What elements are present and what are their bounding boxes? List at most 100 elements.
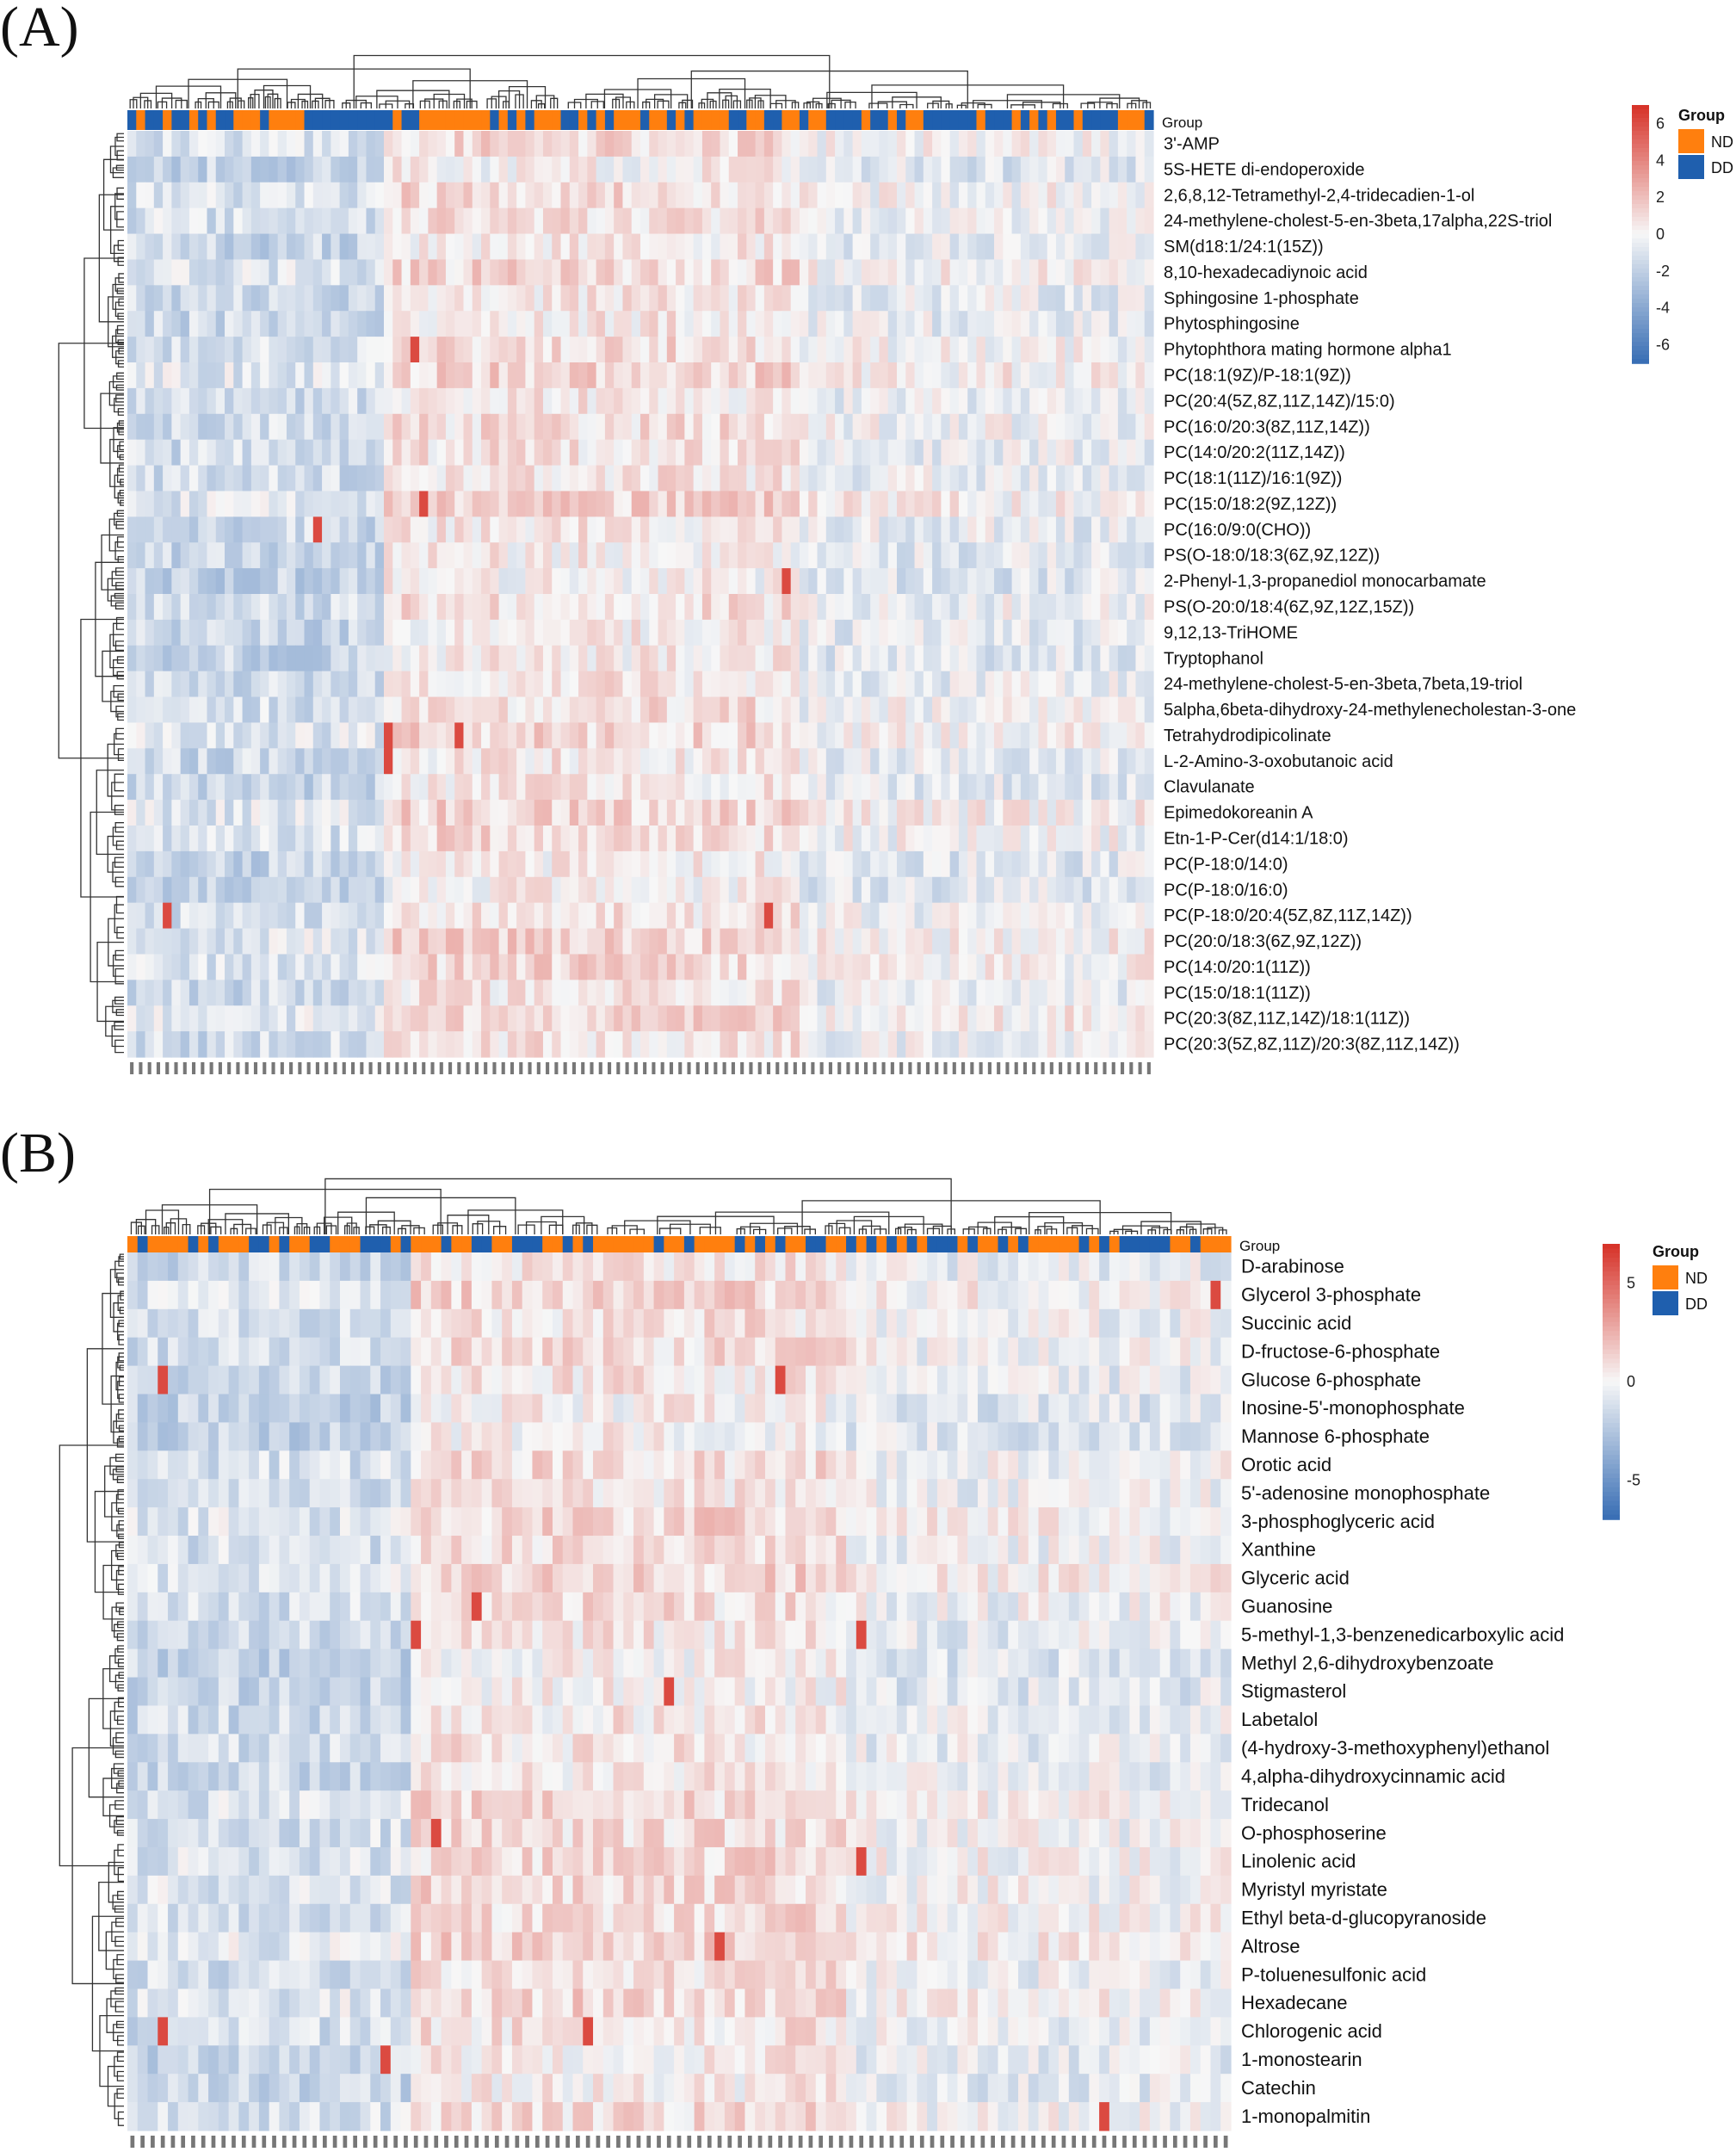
heatmap-cell [728,465,738,492]
heatmap-cell [649,311,659,337]
heatmap-cell [835,1031,844,1058]
heatmap-cell [481,285,491,312]
heatmap-cell [1091,619,1101,646]
heatmap-cell [967,413,978,441]
heatmap-cell [295,439,306,467]
heatmap-cell [339,156,349,183]
heatmap-cell [755,671,765,698]
heatmap-cell [666,594,676,621]
heatmap-cell [401,439,411,467]
heatmap-cell [490,542,500,569]
heatmap-cell [799,1005,809,1032]
heatmap-cell [790,800,800,826]
heatmap-cell [153,285,164,312]
heatmap-cell [967,1005,978,1032]
heatmap-cell [428,619,438,646]
heatmap-cell [976,722,986,749]
heatmap-cell [701,387,712,415]
heatmap-cell [392,928,403,955]
group-cell [436,110,447,130]
heatmap-cell [808,645,819,672]
heatmap-cell [312,311,323,337]
row-label: PC(18:1(11Z)/16:1(9Z)) [1164,469,1342,488]
heatmap-cell [215,156,225,183]
heatmap-cell [560,285,571,312]
heatmap-cell [242,516,252,543]
heatmap-cell [728,748,738,775]
heatmap-cell [799,902,809,930]
heatmap-cell [260,568,270,595]
colorbar-step [1632,312,1649,317]
heatmap-cell [269,980,279,1006]
heatmap-cell [1029,594,1040,621]
heatmap-cell [428,233,438,261]
heatmap-cell [1038,387,1048,415]
heatmap-cell [145,954,155,980]
heatmap-cell [1020,337,1030,363]
heatmap-cell [348,311,358,337]
heatmap-cell [304,131,314,158]
heatmap-cell [958,387,968,415]
heatmap-cell [525,491,535,517]
heatmap-cell [552,516,562,543]
heatmap-cell [516,876,527,904]
heatmap-cell [1073,800,1084,826]
heatmap-cell [693,671,703,698]
heatmap-cell [799,980,809,1006]
heatmap-cell [1029,748,1040,775]
heatmap-cell [790,413,800,441]
heatmap-cell [843,671,854,698]
heatmap-cell [260,1005,270,1032]
heatmap-cell [1082,1031,1092,1058]
heatmap-cell [357,207,368,235]
heatmap-cell [401,568,411,595]
heatmap-cell [260,980,270,1006]
heatmap-cell [676,774,685,801]
heatmap-cell [676,516,685,543]
heatmap-cell [1003,748,1013,775]
heatmap-cell [490,774,500,801]
heatmap-cell [905,182,916,209]
heatmap-cell [711,259,721,286]
heatmap-cell [1127,362,1137,389]
heatmap-cell [1055,876,1066,904]
heatmap-cell [250,491,261,517]
heatmap-cell [250,465,261,492]
heatmap-cell [790,337,800,363]
heatmap-cell [596,800,606,826]
heatmap-cell [728,131,738,158]
heatmap-cell [825,362,836,389]
heatmap-cell [1003,826,1013,852]
heatmap-cell [720,696,730,724]
heatmap-cell [445,362,455,389]
heatmap-cell [932,826,942,852]
colorbar-step [1632,127,1649,132]
heatmap-cell [711,645,721,672]
heatmap-cell [622,876,633,904]
colorbar-step [1632,144,1649,149]
heatmap-cell [295,826,306,852]
heatmap-cell [560,491,571,517]
column-tick-label [298,1062,302,1074]
heatmap-cell [631,542,641,569]
heatmap-cell [163,285,172,312]
heatmap-cell [949,182,960,209]
heatmap-cell [693,259,703,286]
heatmap-cell [171,465,182,492]
column-tick-label [315,1062,319,1074]
heatmap-cell [631,156,641,183]
heatmap-cell [932,850,942,878]
heatmap-cell [171,387,182,415]
heatmap-cell [507,696,517,724]
heatmap-cell [720,1031,730,1058]
heatmap-cell [976,696,986,724]
heatmap-cell [861,954,871,980]
heatmap-cell [941,233,951,261]
heatmap-cell [472,182,482,209]
heatmap-cell [843,876,854,904]
heatmap-cell [136,850,146,878]
heatmap-cell [1065,491,1075,517]
group-cell [180,110,190,130]
heatmap-cell [808,902,819,930]
heatmap-cell [870,619,880,646]
